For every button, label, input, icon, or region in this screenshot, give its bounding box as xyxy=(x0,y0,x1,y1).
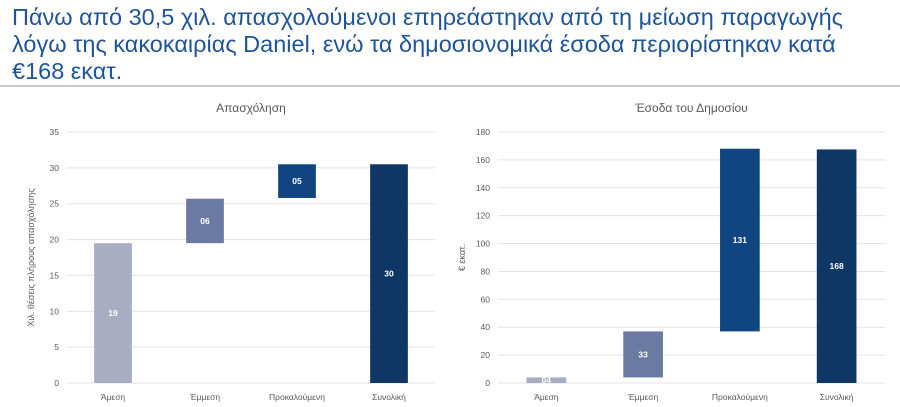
y-tick-label: 60 xyxy=(481,294,491,304)
y-tick-label: 180 xyxy=(476,127,490,137)
y-tick-label: 100 xyxy=(476,239,490,249)
bar xyxy=(94,243,132,383)
y-tick-label: 0 xyxy=(485,378,490,388)
y-tick-label: 120 xyxy=(476,211,490,221)
y-tick-label: 160 xyxy=(476,155,490,165)
chart-title: Απασχόληση xyxy=(216,101,286,115)
bar xyxy=(370,164,408,383)
bar xyxy=(720,148,760,332)
y-tick-label: 40 xyxy=(481,322,491,332)
x-category-label: Έμμεση xyxy=(627,392,658,402)
bar-value-label: 19 xyxy=(108,308,118,318)
bar-value-label: 30 xyxy=(384,269,394,279)
x-category-label: Έμμεση xyxy=(189,392,220,402)
y-tick-label: 0 xyxy=(54,378,59,388)
revenue-chart: Έσοδα του Δημοσίου € εκατ. 0 20 40 60 80 100 120… xyxy=(457,101,885,402)
y-tick-label: 20 xyxy=(50,235,60,245)
y-tick-label: 80 xyxy=(481,266,491,276)
x-category-label: Προκαλούμενη xyxy=(712,392,768,402)
headline-divider xyxy=(0,85,900,87)
bar-value-label: 06 xyxy=(200,216,210,226)
bar xyxy=(526,377,567,383)
x-category-label: Άμεση xyxy=(534,392,559,402)
x-category-label: Συνολική xyxy=(820,392,854,402)
bar-value-label: 131 xyxy=(733,235,747,245)
bar-value-label: 168 xyxy=(830,261,844,271)
y-axis-label: € εκατ. xyxy=(457,244,467,271)
y-tick-label: 140 xyxy=(476,183,490,193)
bar xyxy=(623,331,663,378)
y-tick-label: 20 xyxy=(481,350,491,360)
employment-chart: Απασχόληση Χιλ. θέσεις πλήρους απασχόληση… xyxy=(26,101,435,402)
bar-value-label: 05 xyxy=(292,176,302,186)
page-headline: Πάνω από 30,5 χιλ. απασχολούμενοι επηρεά… xyxy=(12,4,844,84)
bar-value-label: 33 xyxy=(638,349,648,359)
bar xyxy=(278,164,316,198)
x-category-label: Προκαλούμενη xyxy=(269,392,325,402)
x-category-label: Άμεση xyxy=(101,392,126,402)
y-tick-label: 15 xyxy=(50,270,60,280)
bar xyxy=(816,149,857,383)
y-tick-label: 25 xyxy=(50,199,60,209)
y-tick-label: 35 xyxy=(50,127,60,137)
y-axis-label: Χιλ. θέσεις πλήρους απασχόλησης xyxy=(26,188,36,327)
y-tick-label: 10 xyxy=(50,306,60,316)
y-tick-label: 5 xyxy=(54,342,59,352)
x-category-label: Συνολική xyxy=(372,392,406,402)
y-tick-label: 30 xyxy=(50,163,60,173)
bar-value-label: 04 xyxy=(542,375,552,385)
chart-title: Έσοδα του Δημοσίου xyxy=(634,101,748,115)
bar xyxy=(186,198,224,244)
